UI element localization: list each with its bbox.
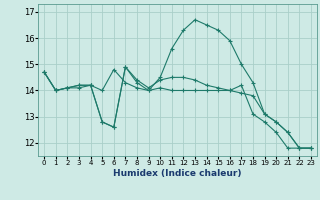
X-axis label: Humidex (Indice chaleur): Humidex (Indice chaleur) (113, 169, 242, 178)
